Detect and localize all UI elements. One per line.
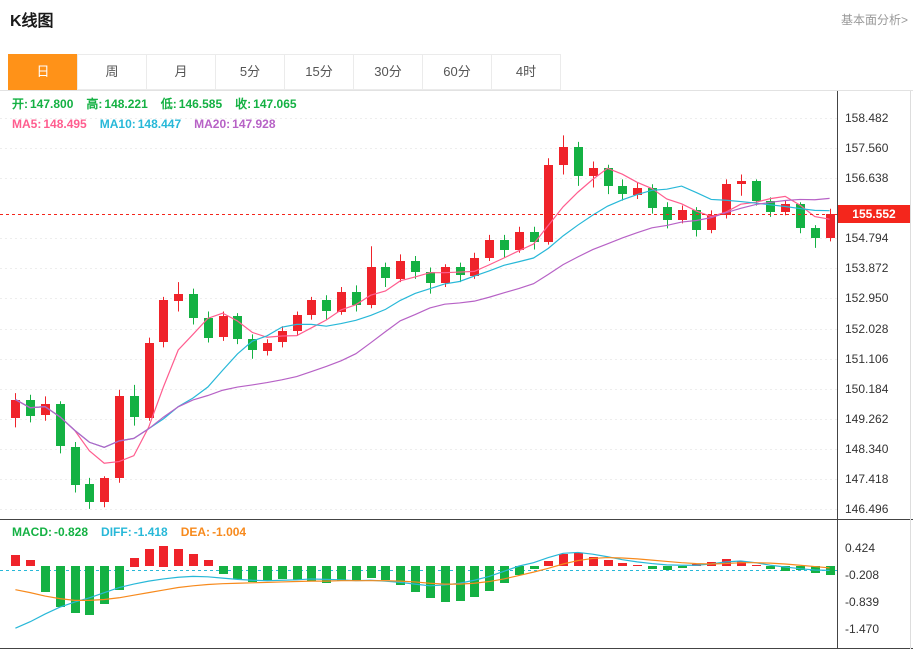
timeframe-tabbar: 日 周 月 5分 15分 30分 60分 4时 (0, 54, 913, 91)
tab-week[interactable]: 周 (77, 54, 147, 90)
tab-60min[interactable]: 60分 (422, 54, 492, 90)
tab-4hour[interactable]: 4时 (491, 54, 561, 90)
tab-5min[interactable]: 5分 (215, 54, 285, 90)
page-title: K线图 (10, 13, 54, 30)
tab-30min[interactable]: 30分 (353, 54, 423, 90)
fundamental-analysis-link[interactable]: 基本面分析> (840, 13, 908, 27)
tab-month[interactable]: 月 (146, 54, 216, 90)
tab-day[interactable]: 日 (8, 54, 78, 90)
tab-15min[interactable]: 15分 (284, 54, 354, 90)
